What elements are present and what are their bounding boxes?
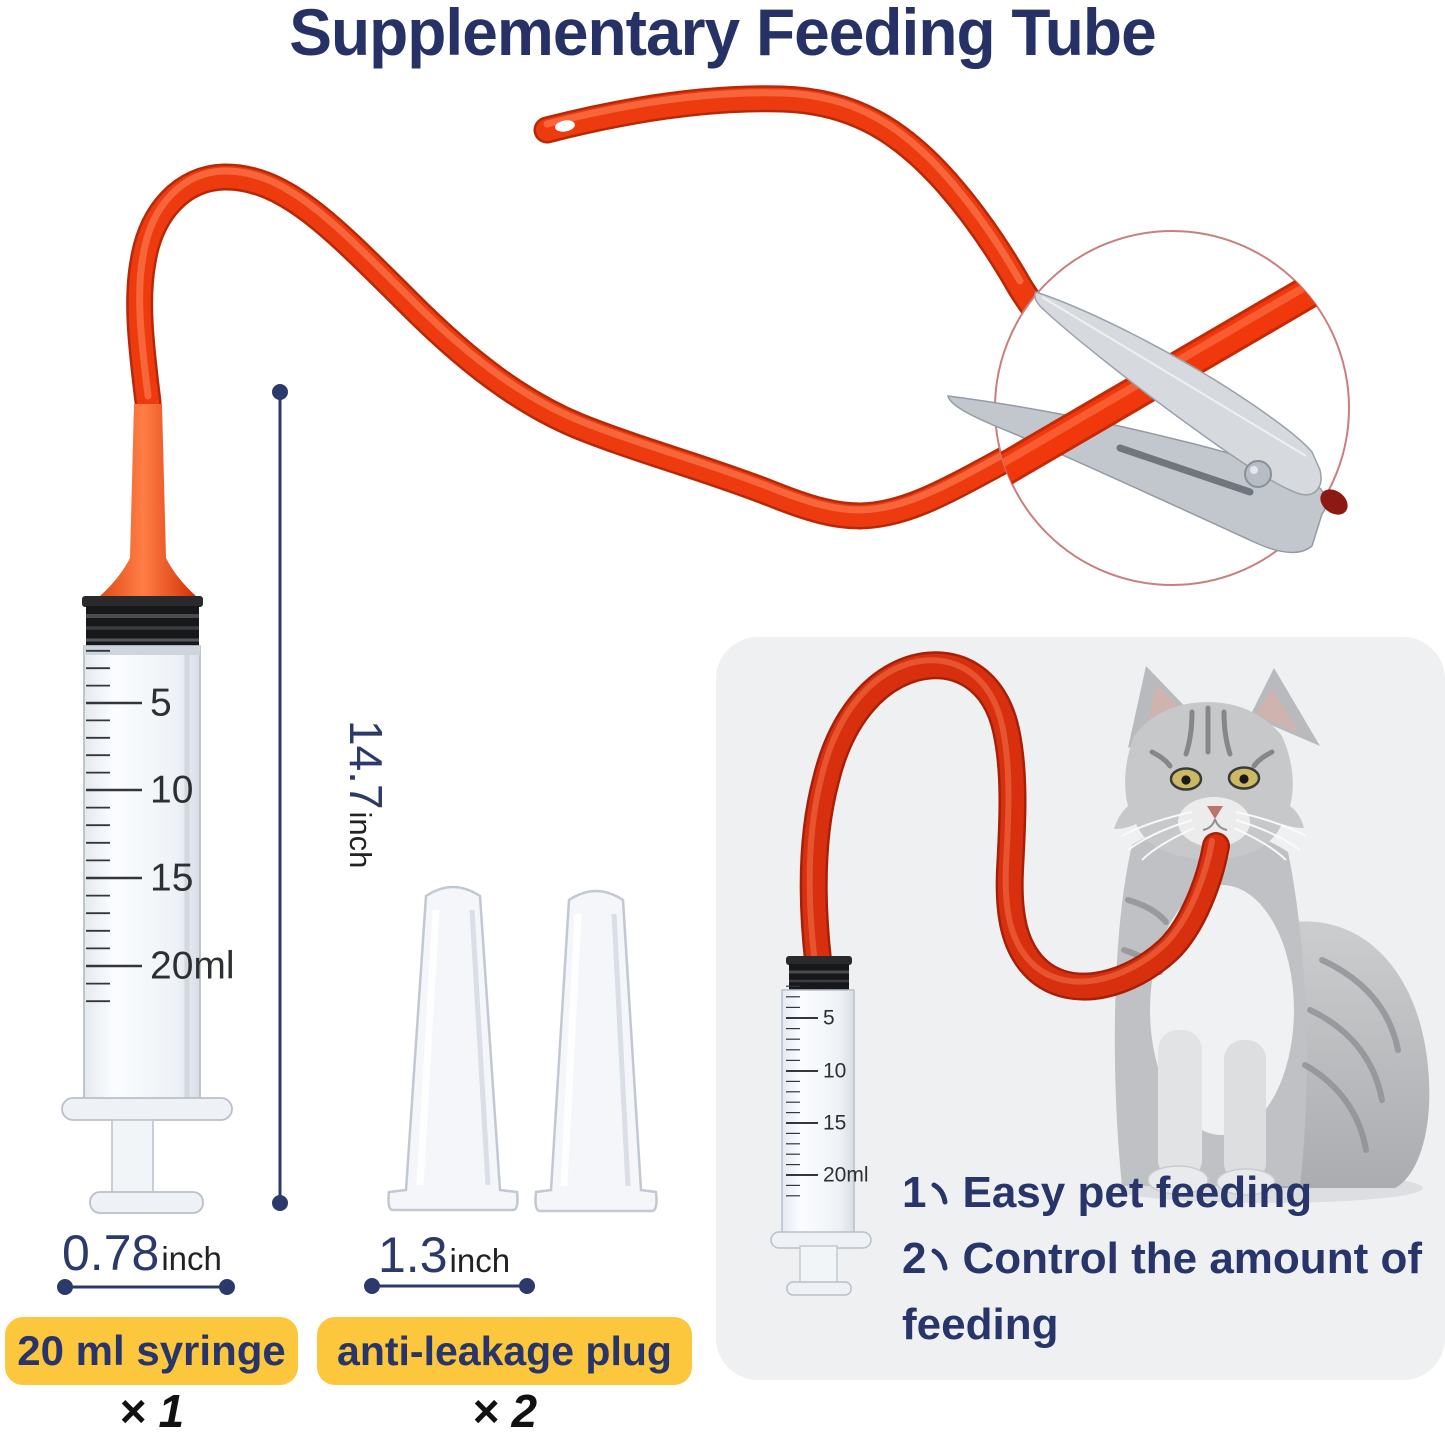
syringe-flange: [61, 1097, 233, 1121]
benefit-item: 2 Control the amount of feeding: [902, 1226, 1445, 1358]
cat-paw: [1147, 1165, 1209, 1195]
ideographic-comma-icon: [931, 1248, 948, 1271]
scale-label: 15: [823, 1112, 846, 1135]
cat-mouth: [1202, 818, 1228, 831]
scale-label: 5: [823, 1007, 835, 1030]
plug-label-tag: anti-leakage plug: [317, 1317, 692, 1385]
tube-length-dimension: 14.7inch: [339, 720, 393, 868]
cat-illustration: [1113, 666, 1430, 1203]
scissors-blade-slot: [1116, 444, 1254, 496]
tube-length-value: 14.7: [340, 720, 392, 810]
cat-ear: [1250, 668, 1320, 746]
plug-height-value: 1.3: [378, 1227, 448, 1283]
tube-eye-hole: [555, 120, 575, 132]
benefit-item: 1 Easy pet feeding: [902, 1160, 1445, 1226]
tube-length-unit: inch: [343, 811, 378, 869]
scale-label: 10: [150, 769, 193, 812]
benefit-text: Easy pet feeding: [962, 1168, 1313, 1217]
inset-feeding-tube: [799, 651, 1230, 1001]
cat-front-leg: [1224, 1040, 1266, 1182]
feeding-tube: [126, 85, 1066, 530]
main-syringe: 5 10 15 20ml: [61, 404, 235, 1214]
scale-label: 10: [823, 1060, 846, 1083]
cat-nose: [1207, 806, 1223, 819]
ideographic-comma-icon: [931, 1182, 948, 1205]
scissors-pivot-highlight: [1250, 466, 1258, 474]
cat-ear-inner: [1256, 688, 1300, 734]
syringe-width-value: 0.78: [62, 1225, 160, 1281]
scissors-handle-glimpse: [1320, 489, 1348, 515]
scissors-upper-blade: [1034, 291, 1322, 496]
benefit-number: 2: [902, 1234, 927, 1283]
cat-front-leg: [1158, 1030, 1202, 1180]
dimension-lines: [57, 384, 535, 1295]
syringe-scale-labels: 5 10 15 20ml: [150, 682, 235, 988]
syringe-width-dimension: 0.78inch: [62, 1224, 222, 1282]
scale-label: 20ml: [823, 1164, 869, 1187]
syringe-label-tag: 20 ml syringe: [5, 1317, 298, 1385]
inset-syringe-scale-labels: 5 10 15 20ml: [823, 1007, 869, 1187]
scale-label: 20ml: [150, 945, 235, 988]
cat-eyes: [1169, 766, 1261, 791]
syringe-scale-ticks: [86, 649, 142, 1003]
inset-syringe-scale-ticks: [786, 985, 818, 1197]
cat-stripes: [1121, 897, 1401, 1153]
inset-syringe: 5 10 15 20ml: [770, 956, 872, 1296]
syringe-plunger-end: [89, 1191, 204, 1214]
plug: [534, 889, 658, 1213]
syringe-tip-cone: [99, 404, 197, 597]
anti-leakage-plugs: [387, 885, 658, 1213]
syringe-quantity: × 1: [118, 1385, 185, 1436]
scale-label: 15: [150, 857, 193, 900]
cat-forehead-stripes: [1149, 705, 1275, 769]
plug-height-unit: inch: [449, 1242, 511, 1279]
plug-quantity: × 2: [471, 1385, 538, 1436]
benefit-text: Control the amount of feeding: [902, 1234, 1422, 1349]
page-title: Supplementary Feeding Tube: [289, 0, 1156, 69]
benefits-list: 1 Easy pet feeding 2 Control the amount of…: [902, 1160, 1445, 1358]
scissors-pivot-screw: [1244, 460, 1272, 488]
cat-whiskers: [1121, 811, 1307, 861]
syringe-plunger-rod: [111, 1119, 154, 1195]
benefit-number: 1: [902, 1168, 927, 1217]
cut-to-length-callout: [947, 230, 1350, 586]
plug: [387, 885, 519, 1212]
syringe-width-unit: inch: [161, 1240, 222, 1277]
scale-label: 5: [150, 682, 172, 725]
cat-paw: [1216, 1168, 1276, 1196]
plug-height-dimension: 1.3inch: [378, 1226, 510, 1284]
scissors-blade-highlight: [1041, 296, 1307, 457]
